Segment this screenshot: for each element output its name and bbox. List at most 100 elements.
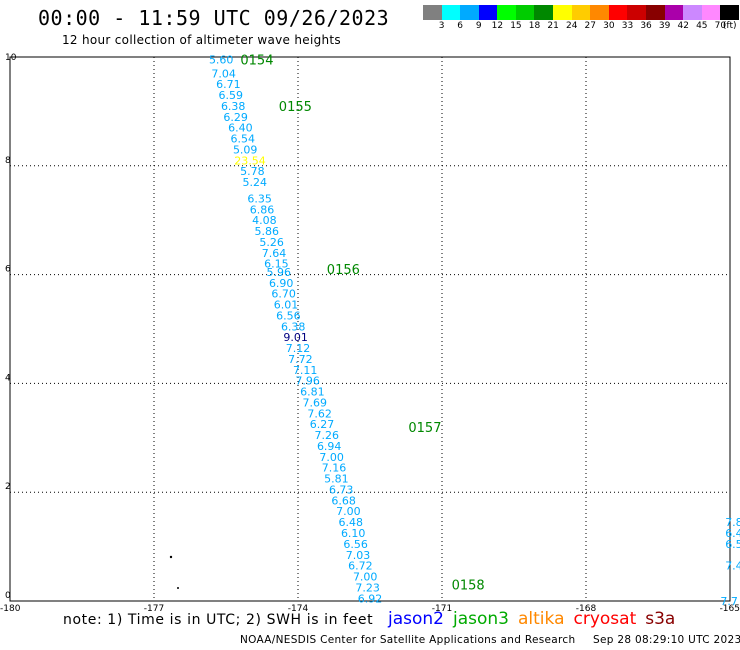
- wave-height-label: 6.27: [310, 418, 335, 431]
- footer-note: note: 1) Time is in UTC; 2) SWH is in fe…: [63, 612, 374, 628]
- wave-height-label: 6.70: [271, 288, 296, 301]
- wave-height-label: 6.90: [269, 277, 294, 290]
- color-swatch: [627, 5, 646, 20]
- color-swatch: [478, 5, 498, 20]
- color-scale-label: 21: [547, 21, 559, 31]
- wave-height-label: 7.69: [303, 396, 328, 409]
- wave-height-label: 5.86: [255, 225, 280, 238]
- wave-height-label: 7.62: [307, 407, 332, 420]
- credit-timestamp: Sep 28 08:29:10 UTC 2023: [593, 634, 740, 646]
- time-label: 0157: [408, 421, 441, 436]
- color-swatch: [590, 5, 609, 20]
- plot-frame: [9, 56, 731, 602]
- color-swatch: [553, 5, 572, 20]
- wave-height-label: 5.24: [243, 176, 268, 189]
- wave-height-label: 6.38: [281, 320, 306, 333]
- wave-height-label-edge: 7.4: [725, 560, 740, 573]
- wave-height-label: 6.59: [219, 89, 244, 102]
- color-scale-label: 27: [584, 21, 597, 31]
- color-scale-label: 15: [510, 21, 522, 31]
- x-tick-label: -177: [144, 604, 164, 614]
- color-swatch: [645, 5, 665, 20]
- time-label: 0155: [279, 100, 312, 115]
- color-scale-label: 12: [491, 21, 504, 31]
- wave-height-label: 7.11: [293, 364, 318, 377]
- wave-height-label: 6.15: [264, 258, 289, 271]
- legend-item-jason3: jason3: [453, 609, 509, 629]
- color-swatch: [423, 5, 442, 20]
- x-tick-label: -180: [0, 604, 21, 614]
- color-swatch: [515, 5, 535, 20]
- wave-height-label: 6.94: [317, 440, 342, 453]
- land-dot: [169, 555, 173, 559]
- y-tick-label: 8: [5, 156, 11, 166]
- time-label: 0158: [452, 579, 485, 594]
- wave-height-label: 23.54: [234, 154, 266, 167]
- land-dot: [177, 587, 179, 589]
- wave-height-label: 7.00: [353, 571, 378, 584]
- wave-height-label: 6.54: [231, 133, 256, 146]
- wave-height-label: 7.72: [288, 353, 313, 366]
- color-scale-label: 39: [658, 21, 671, 31]
- color-scale-label: 6: [457, 21, 464, 31]
- color-swatch: [664, 5, 684, 20]
- wave-height-label: 5.81: [324, 473, 349, 486]
- credit-organization: NOAA/NESDIS Center for Satellite Applica…: [240, 634, 576, 646]
- wave-height-label: 5.60: [209, 54, 234, 67]
- time-label: 0154: [240, 54, 273, 69]
- wave-height-label: 6.10: [341, 527, 366, 540]
- wave-height-label: 7.03: [346, 549, 371, 562]
- wave-height-label: 6.01: [274, 299, 299, 312]
- wave-height-label: 5.09: [233, 143, 258, 156]
- wave-height-label: 6.38: [221, 100, 246, 113]
- wave-height-label-edge: 6.4: [725, 527, 740, 540]
- wave-height-label: 9.01: [283, 331, 308, 344]
- color-scale-bar: [423, 5, 739, 20]
- color-swatch: [441, 5, 461, 20]
- wave-height-label: 5.78: [240, 165, 265, 178]
- y-tick-label: 6: [5, 265, 11, 275]
- wave-height-label: 7.00: [319, 451, 344, 464]
- color-scale-label: 18: [528, 21, 541, 31]
- wave-height-label: 6.68: [331, 494, 356, 507]
- wave-height-label: 7.00: [336, 505, 361, 518]
- color-scale-label: 30: [603, 21, 615, 31]
- x-tick-label: -168: [576, 604, 597, 614]
- x-tick-label: -165: [720, 604, 740, 614]
- wave-height-label: 7.96: [295, 375, 320, 388]
- wave-height-label: 6.71: [216, 78, 241, 91]
- y-tick-label: 0: [5, 591, 11, 601]
- color-scale-label: 70: [714, 21, 727, 31]
- x-tick-label: -171: [432, 604, 452, 614]
- x-tick-label: -174: [288, 604, 309, 614]
- color-scale-label: 45: [696, 21, 708, 31]
- page-subtitle: 12 hour collection of altimeter wave hei…: [62, 33, 341, 47]
- wave-height-label-edge: 7.7: [720, 595, 738, 608]
- legend-item-cryosat: cryosat: [573, 609, 637, 629]
- wave-height-label: 4.08: [252, 214, 277, 227]
- wave-height-label: 7.12: [286, 342, 311, 355]
- wave-height-label: 6.40: [228, 122, 253, 135]
- wave-height-label: 6.72: [348, 560, 373, 573]
- wave-height-label: 7.64: [262, 247, 287, 260]
- color-scale-label: 42: [677, 21, 689, 31]
- color-scale-label: 24: [565, 21, 578, 31]
- wave-height-label: 6.92: [358, 592, 383, 605]
- page-title: 00:00 - 11:59 UTC 09/26/2023: [38, 6, 390, 30]
- color-swatch: [534, 5, 554, 20]
- color-swatch: [460, 5, 479, 20]
- credit-line: NOAA/NESDIS Center for Satellite Applica…: [240, 634, 740, 646]
- y-tick-label: 2: [5, 482, 11, 492]
- color-swatch: [720, 5, 739, 20]
- color-scale-label: 36: [640, 21, 652, 31]
- wave-height-label: 5.96: [267, 266, 292, 279]
- color-scale-label: 33: [621, 21, 634, 31]
- wave-height-label: 7.16: [322, 462, 347, 475]
- legend-item-jason2: jason2: [388, 609, 444, 629]
- satellite-legend: jason2 jason3 altika cryosat s3a: [388, 609, 684, 629]
- time-label: 0156: [327, 263, 360, 278]
- wave-height-label-edge: 7.8: [725, 516, 740, 529]
- color-swatch: [571, 5, 591, 20]
- wave-height-label: 7.04: [211, 67, 236, 80]
- wave-height-label: 6.56: [343, 538, 368, 551]
